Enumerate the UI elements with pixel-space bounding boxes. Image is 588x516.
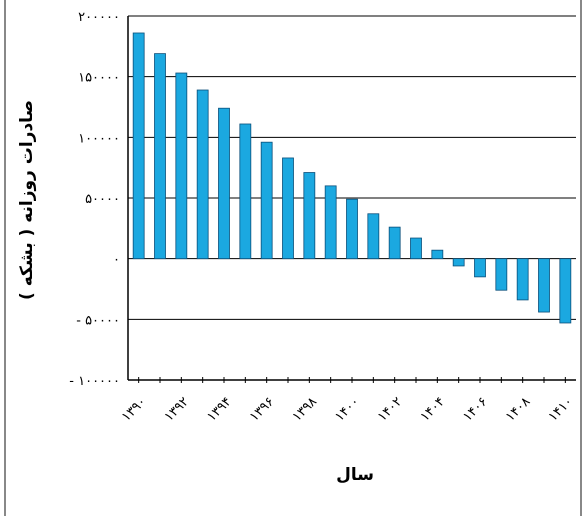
y-tick-label-3: ۵۰۰۰۰ <box>85 192 120 207</box>
y-tick-label-2: ۱۰۰۰۰۰ <box>78 131 120 146</box>
bar-11 <box>367 213 380 260</box>
x-tick-label-2: ۱۳۹۲ <box>162 394 192 424</box>
bar-9 <box>324 185 337 260</box>
bars <box>132 32 572 324</box>
bar-17 <box>495 258 508 291</box>
bar-10 <box>346 198 358 260</box>
y-tick-label-1: ۱۵۰۰۰۰ <box>78 71 120 86</box>
x-tick-label-4: ۱۳۹۴ <box>204 394 234 424</box>
bar-20 <box>559 258 572 324</box>
bar-19 <box>538 258 550 313</box>
x-tick-label-16: ۱۴۰۶ <box>460 394 490 424</box>
tick-labels: ۲۰۰۰۰۰ ۱۵۰۰۰۰ ۱۰۰۰۰۰ ۵۰۰۰۰ ۰ - ۵۰۰۰۰ - ۱۰۰۰۰۰ ۱… <box>69 10 576 425</box>
x-tick-label-0: ۱۳۹۰ <box>119 394 149 424</box>
bar-4 <box>218 107 230 260</box>
y-tick-label-4: ۰ <box>113 253 120 268</box>
bar-3 <box>196 89 209 260</box>
left-frame-line <box>4 0 6 516</box>
y-axis-title: صادرات روزانه ( بشکه ) <box>17 100 37 300</box>
y-tick-label-5: - ۵۰۰۰۰ <box>76 313 120 328</box>
bar-12 <box>388 226 401 260</box>
bar-5 <box>239 123 252 260</box>
bar-18 <box>516 258 529 301</box>
bar-0 <box>132 32 145 260</box>
bar-2 <box>175 72 188 260</box>
grid-lines <box>128 15 576 381</box>
bar-14 <box>431 249 444 260</box>
x-tick-label-18: ۱۴۰۸ <box>503 394 533 424</box>
x-tick-label-10: ۱۴۰۰ <box>332 394 362 424</box>
right-frame-line <box>580 0 582 516</box>
bar-1 <box>154 53 166 260</box>
x-tick-label-12: ۱۴۰۲ <box>375 394 405 424</box>
x-tick-label-8: ۱۳۹۸ <box>290 394 320 424</box>
bar-13 <box>410 237 422 260</box>
x-tick-label-6: ۱۳۹۶ <box>247 394 277 424</box>
x-axis-title: سال <box>336 465 374 485</box>
bar-6 <box>260 141 273 260</box>
y-tick-label-6: - ۱۰۰۰۰۰ <box>69 374 120 389</box>
bar-8 <box>303 172 316 260</box>
y-tick-label-0: ۲۰۰۰۰۰ <box>78 10 120 25</box>
x-tick-label-14: ۱۴۰۴ <box>418 394 448 424</box>
bar-7 <box>282 157 294 260</box>
bar-15 <box>452 258 465 267</box>
x-tick-label-20: ۱۴۱۰ <box>546 394 576 424</box>
bar-16 <box>474 258 486 278</box>
axes <box>127 16 576 383</box>
